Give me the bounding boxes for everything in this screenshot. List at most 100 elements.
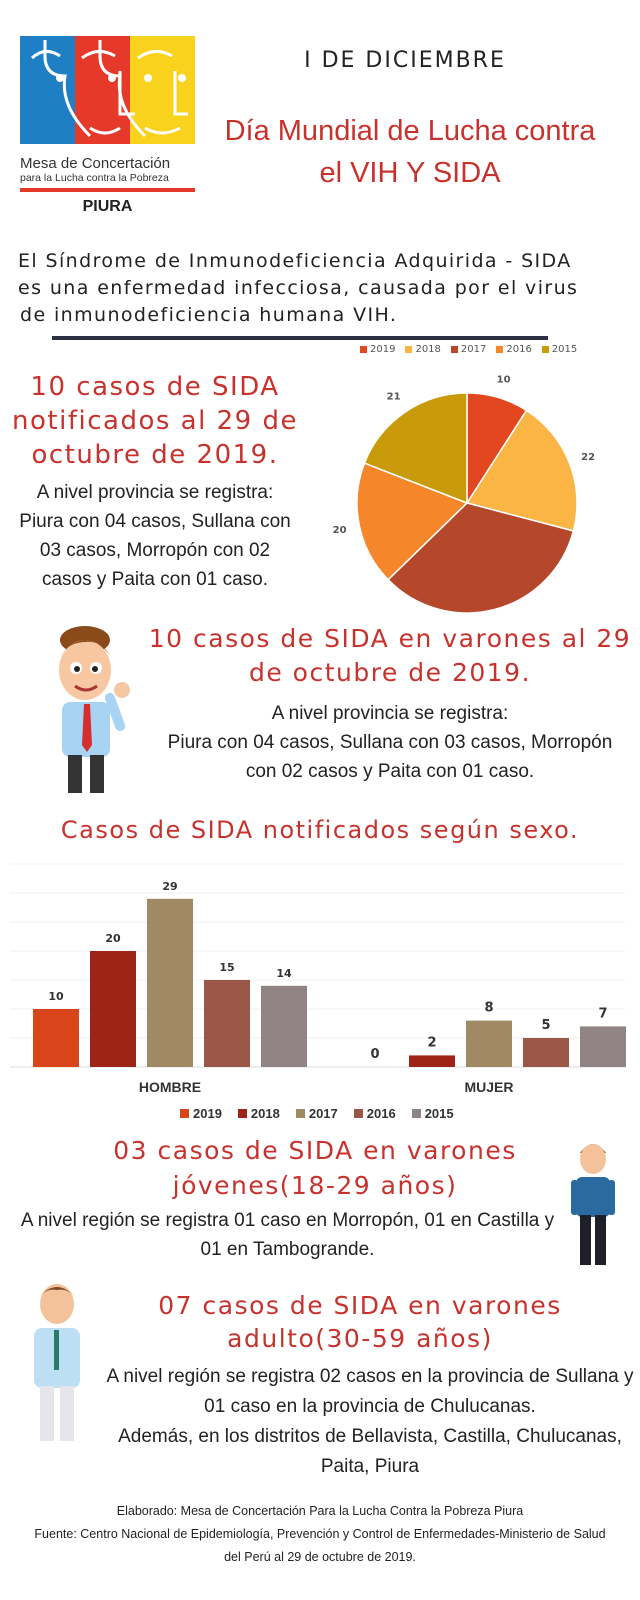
intro-text: El Síndrome de Inmunodeficiencia Adquiri…: [18, 248, 578, 329]
pie-data-label: 22: [581, 452, 595, 463]
logo-region: PIURA: [82, 198, 133, 215]
legend-item: 2015: [411, 1106, 454, 1121]
legend-label: 2016: [506, 344, 532, 355]
bar-legend: 2019 2018 2017 2016 2015: [180, 1106, 454, 1121]
pie-data-label: 10: [497, 374, 511, 385]
legend-label: 2015: [551, 344, 578, 355]
body-line: Además, en los distritos de Bellavista, …: [118, 1426, 622, 1447]
pie-legend: 2019 2018 2017 2016 2015: [360, 344, 577, 355]
body-line: A nivel provincia se registra:: [271, 703, 509, 724]
bar-chart-title: Casos de SIDA notificados según sexo.: [60, 816, 580, 844]
adult-man-illustration-icon: [34, 1284, 80, 1441]
legend-label: 2019: [370, 344, 396, 355]
bar-mujer-2018: [409, 1055, 455, 1067]
businessman-illustration-icon: [59, 626, 130, 793]
body-line: A nivel región se registra 01 caso en Mo…: [20, 1210, 555, 1231]
title-line: 10 casos de SIDA: [30, 372, 280, 402]
section3-title: 03 casos de SIDA en varones jóvenes(18-2…: [0, 1133, 630, 1203]
bar-data-label: 14: [276, 967, 292, 980]
title-line: jóvenes(18-29 años): [172, 1171, 458, 1200]
bar-data-label: 20: [105, 932, 121, 945]
legend-swatch: [237, 1109, 247, 1118]
bar-mujer-2016: [523, 1038, 569, 1067]
intro-line: de inmunodeficiencia humana VIH.: [20, 304, 398, 326]
intro-line: El Síndrome de Inmunodeficiencia Adquiri…: [18, 250, 572, 272]
body-line: con 02 casos y Paita con 01 caso.: [245, 761, 535, 782]
bar-mujer-2015: [580, 1026, 626, 1067]
footer-credit: Elaborado: Mesa de Concertación Para la …: [116, 1504, 524, 1518]
x-tick-label: MUJER: [464, 1079, 513, 1095]
legend-swatch: [180, 1109, 189, 1118]
legend-swatch: [353, 1109, 363, 1118]
section2-body: A nivel provincia se registra: Piura con…: [140, 699, 640, 786]
section1-title: 10 casos de SIDA notificados al 29 de oc…: [0, 370, 310, 472]
title-line: de octubre de 2019.: [248, 658, 532, 687]
body-line: 03 casos, Morropón con 02: [39, 540, 271, 561]
title-line: notificados al 29 de: [12, 406, 298, 436]
page-title: Día Mundial de Lucha contra el VIH Y SID…: [195, 110, 625, 194]
bar-data-label: 15: [219, 961, 234, 974]
bar-data-label: 29: [162, 880, 177, 893]
title-line: octubre de 2019.: [31, 440, 279, 470]
legend-label: 2016: [366, 1106, 396, 1121]
body-line: A nivel región se registra 02 casos en l…: [106, 1366, 634, 1387]
legend-label: 2018: [250, 1106, 280, 1121]
bar-hombre-2016: [204, 980, 250, 1067]
legend-swatch: [411, 1109, 421, 1118]
title-line: 03 casos de SIDA en varones: [113, 1136, 517, 1165]
logo: Mesa de Concertación para la Lucha contr…: [20, 36, 195, 236]
logo-org-line1: Mesa de Concertación: [20, 155, 171, 172]
legend-swatch: [360, 345, 367, 353]
legend-label: 2017: [308, 1106, 338, 1121]
title-line: adulto(30-59 años): [227, 1324, 493, 1353]
body-line: Piura con 04 casos, Sullana con: [19, 511, 291, 532]
legend-item: 2019: [360, 344, 395, 355]
section4-body: A nivel región se registra 02 casos en l…: [85, 1362, 640, 1482]
x-tick-label: HOMBRE: [139, 1079, 201, 1095]
pie-slice-2015: [363, 392, 468, 505]
body-line: A nivel provincia se registra:: [36, 482, 274, 503]
footer-source: Fuente: Centro Nacional de Epidemiología…: [34, 1527, 606, 1541]
legend-label: 2015: [424, 1106, 454, 1121]
footer: Elaborado: Mesa de Concertación Para la …: [0, 1500, 640, 1569]
bar-mujer-2017: [466, 1020, 512, 1067]
legend-swatch: [450, 345, 458, 353]
legend-item: 2017: [450, 344, 486, 355]
young-man-illustration-icon: [571, 1144, 615, 1265]
section3-body: A nivel región se registra 01 caso en Mo…: [0, 1206, 575, 1264]
legend-swatch: [496, 345, 504, 353]
body-line: casos y Paita con 01 caso.: [41, 569, 268, 590]
legend-item: 2016: [353, 1106, 396, 1121]
intro-line: es una enfermedad infecciosa, causada po…: [18, 277, 579, 299]
title-line: 10 casos de SIDA en varones al 29: [148, 624, 632, 653]
legend-item: 2019: [180, 1106, 222, 1121]
bar-data-label: 8: [484, 1001, 493, 1016]
section1-body: A nivel provincia se registra: Piura con…: [0, 478, 310, 594]
legend-item: 2017: [295, 1106, 338, 1121]
bar-data-label: 0: [370, 1047, 379, 1062]
pie-slice-2016: [356, 462, 469, 581]
logo-faces-icon: [20, 36, 195, 144]
bar-data-label: 10: [48, 990, 64, 1003]
legend-label: 2018: [415, 344, 441, 355]
pie-data-label: 21: [387, 392, 401, 403]
body-line: 01 caso en la provincia de Chulucanas.: [204, 1396, 536, 1417]
bar-hombre-2017: [147, 898, 193, 1067]
divider: [52, 336, 548, 340]
pie-slice-2018: [465, 409, 578, 532]
date-heading: I DE DICIEMBRE: [304, 48, 506, 73]
bar-chart: 10 20 29 15 14 HOMBRE 0 2 8 5 7 MUJER: [10, 863, 626, 1095]
body-line: Piura con 04 casos, Sullana con 03 casos…: [167, 732, 613, 753]
bar-hombre-2015: [261, 985, 307, 1067]
pie-data-label: 20: [333, 525, 347, 536]
bar-hombre-2019: [33, 1009, 79, 1067]
body-line: Paita, Piura: [320, 1456, 420, 1477]
legend-item: 2018: [237, 1106, 280, 1121]
page-title-line: el VIH Y SIDA: [319, 157, 501, 189]
section2-title: 10 casos de SIDA en varones al 29 de oct…: [140, 622, 640, 690]
title-line: 07 casos de SIDA en varones: [158, 1291, 562, 1320]
legend-swatch: [405, 345, 413, 353]
legend-item: 2015: [541, 344, 578, 355]
body-line: 01 en Tambogrande.: [200, 1239, 375, 1260]
